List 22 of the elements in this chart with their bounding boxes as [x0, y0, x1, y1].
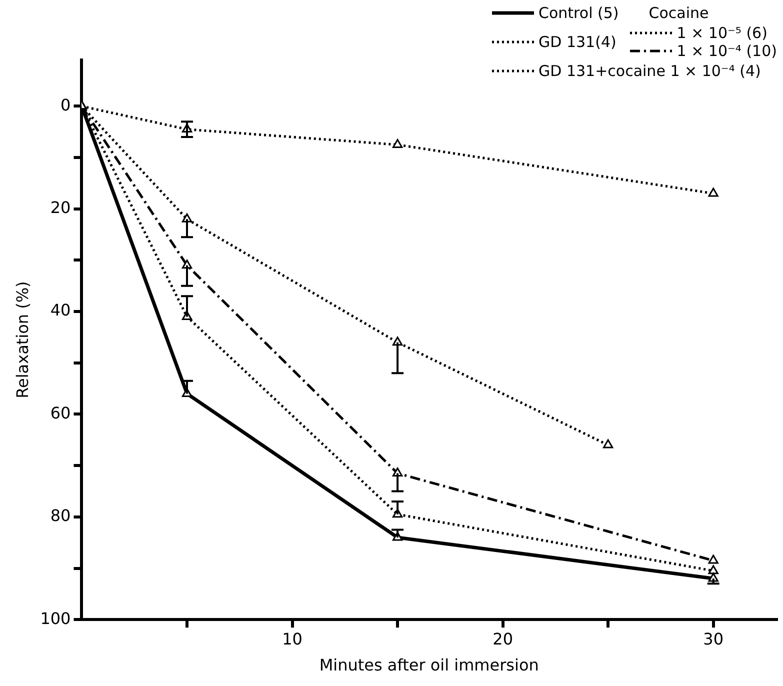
legend-label: 1 × 10⁻⁵ (6) [676, 24, 768, 42]
x-tick-label: 20 [492, 629, 513, 648]
point [708, 188, 718, 197]
legend-label: 1 × 10⁻⁴ (10) [676, 42, 777, 60]
point [392, 138, 403, 148]
point [602, 439, 614, 448]
y-tick-label: 80 [50, 506, 71, 526]
y-tick-label: 20 [50, 198, 71, 218]
legend-label: GD 131+cocaine 1 × 10⁻⁴ (4) [538, 62, 761, 80]
x-tick-label: 10 [282, 629, 302, 648]
y-tick-label: 60 [50, 403, 71, 422]
point [708, 565, 718, 574]
x-tick-label: 30 [703, 629, 724, 648]
y-tick-label: 0 [60, 95, 71, 114]
x-axis-title: Minutes after oil immersion [319, 656, 539, 675]
y-tick-label: 40 [50, 300, 71, 320]
legend-label: Control (5) [538, 4, 619, 22]
legend-label: GD 131(4) [538, 33, 616, 51]
y-tick-label: 100 [40, 608, 71, 628]
point [708, 554, 718, 564]
y-axis-title: Relaxation (%) [12, 281, 32, 398]
legend-title: Cocaine [648, 4, 710, 22]
